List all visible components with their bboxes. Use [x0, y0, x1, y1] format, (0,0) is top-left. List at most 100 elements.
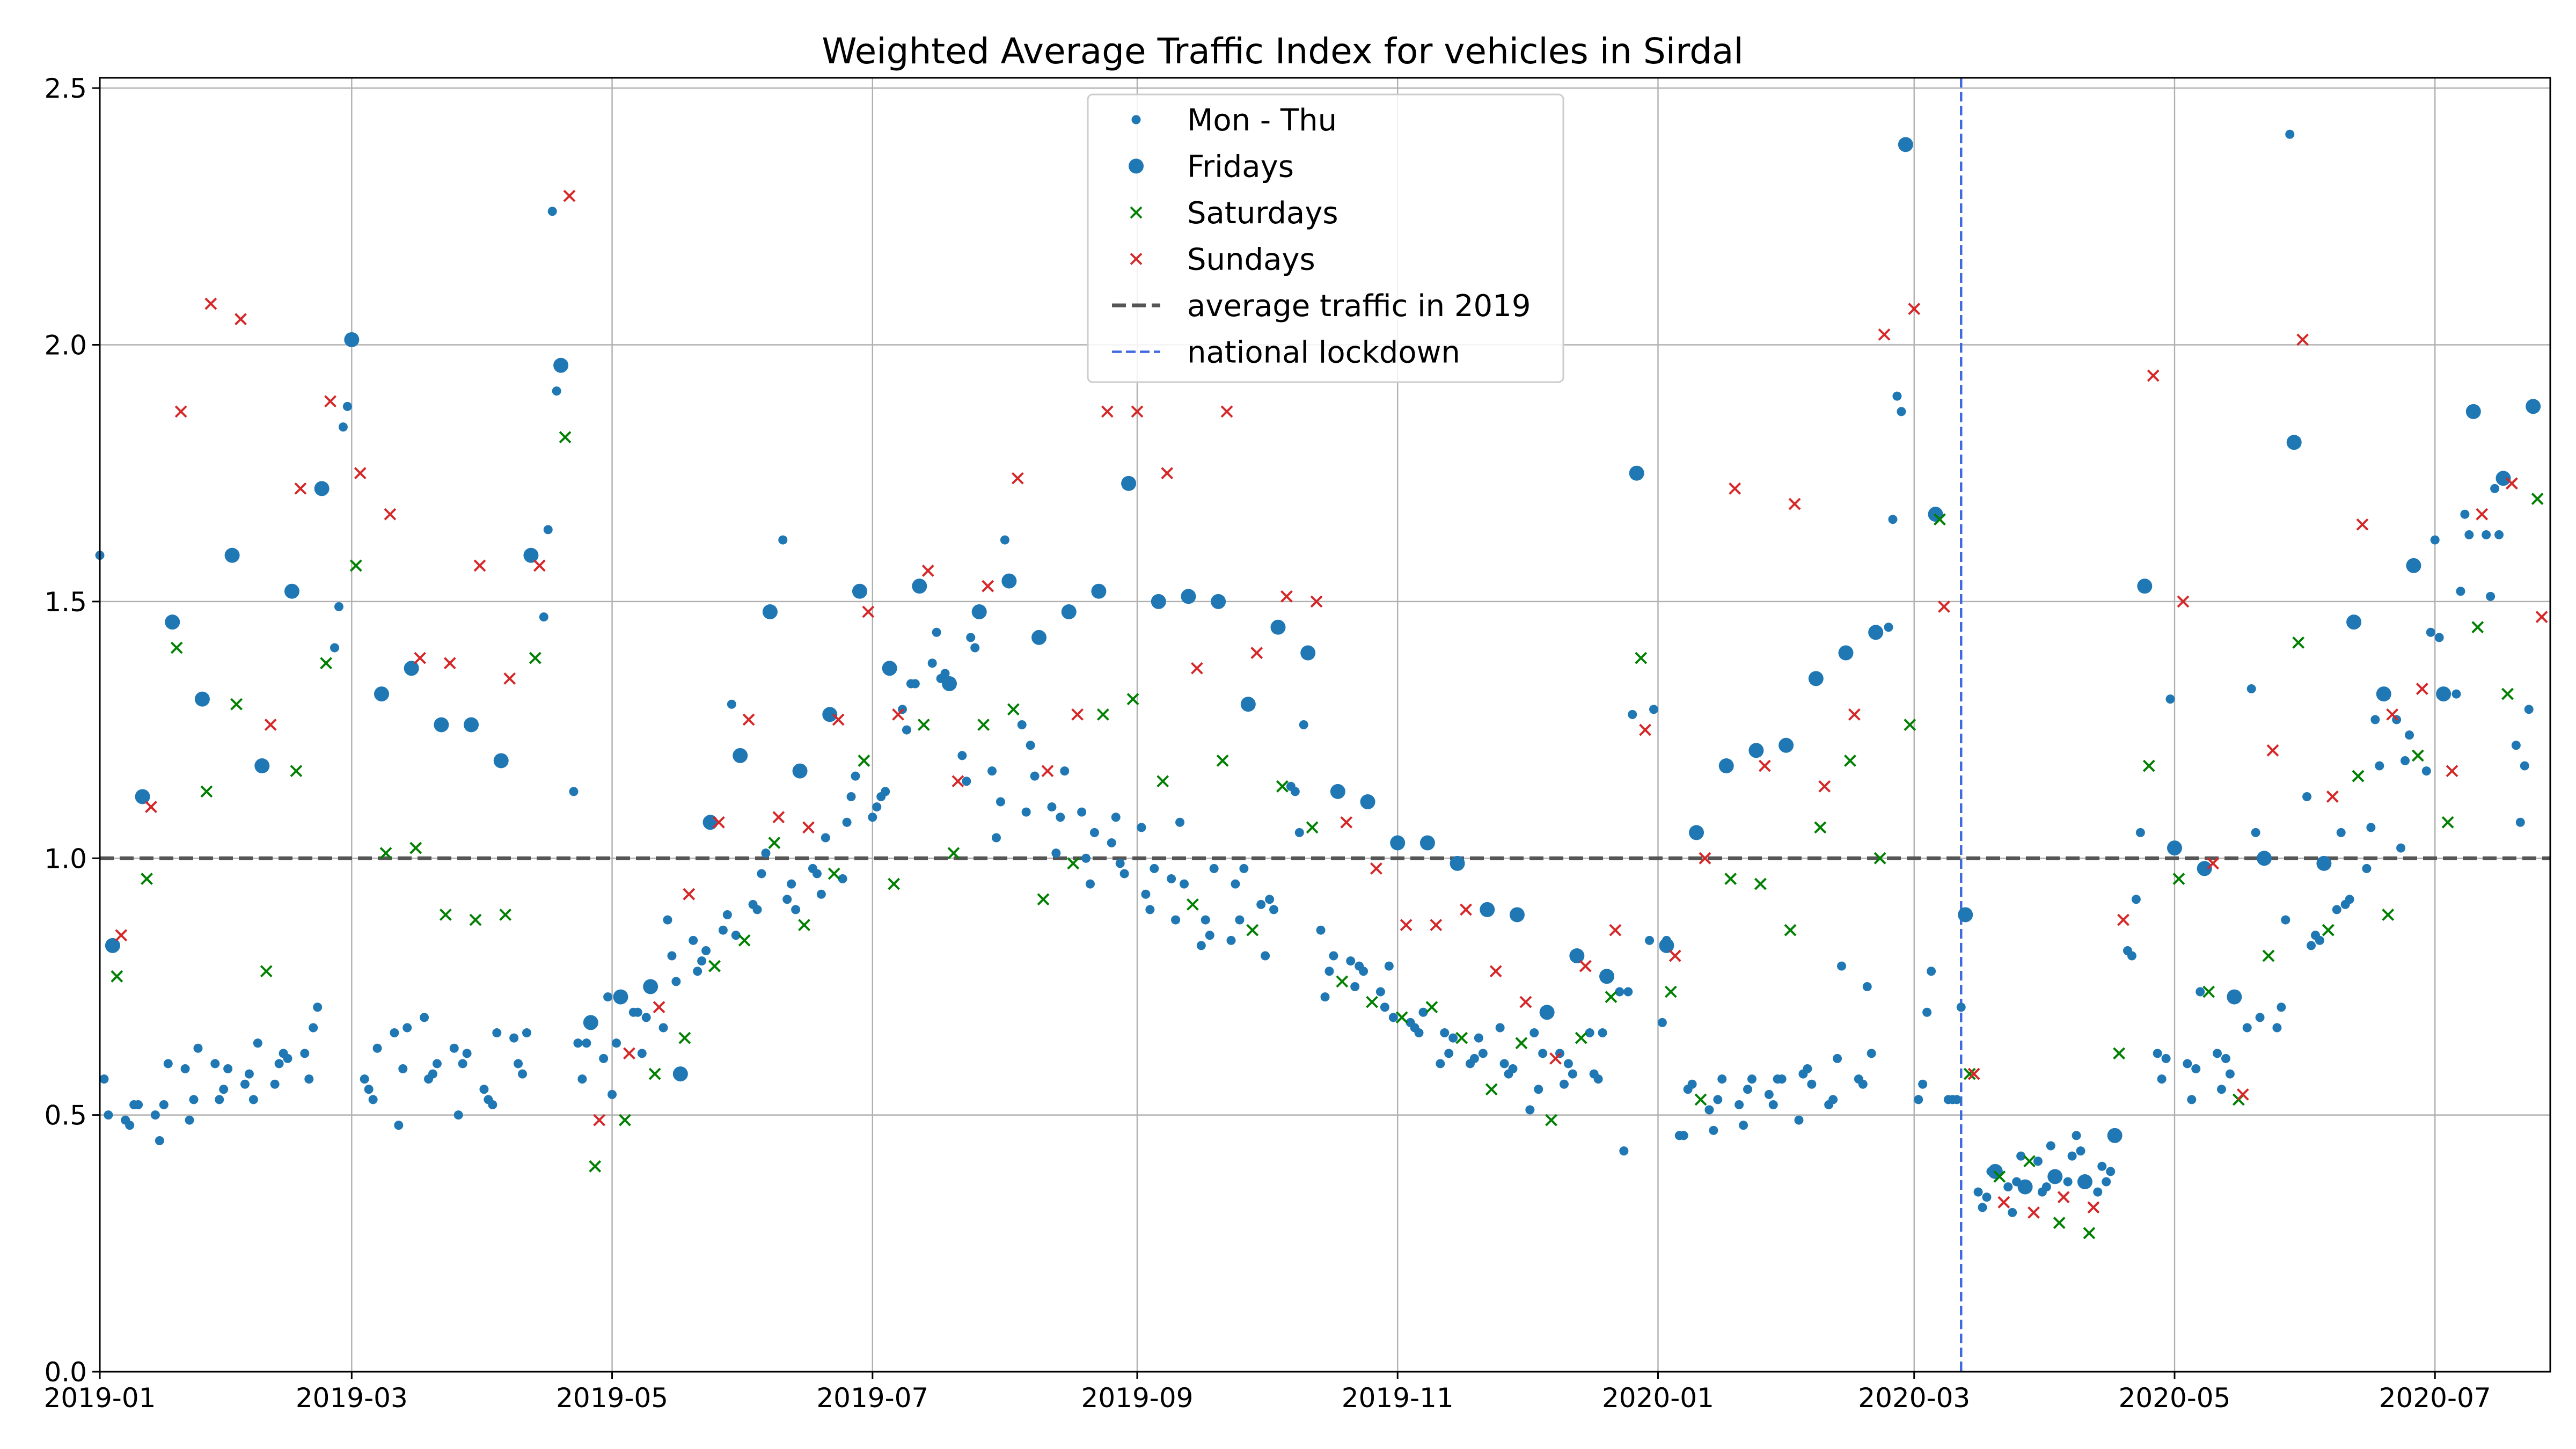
data-point — [155, 1136, 164, 1145]
data-point — [1280, 590, 1293, 603]
data-point — [822, 707, 838, 722]
data-point — [1330, 784, 1345, 799]
data-point — [842, 817, 852, 827]
data-point — [2401, 756, 2410, 765]
data-point — [713, 816, 725, 829]
data-point — [678, 1031, 691, 1044]
data-point — [932, 627, 941, 637]
data-point — [1276, 780, 1289, 793]
data-point — [1709, 1125, 1718, 1135]
data-point — [2242, 1023, 2252, 1033]
data-point — [1157, 775, 1169, 788]
data-point — [1687, 1079, 1697, 1089]
data-point — [1047, 802, 1057, 812]
data-point — [420, 1013, 429, 1022]
data-point — [2302, 792, 2312, 801]
data-point — [671, 977, 681, 986]
data-point — [1973, 1187, 1983, 1197]
data-point — [320, 657, 333, 670]
data-point — [509, 1033, 519, 1043]
data-point — [1788, 497, 1801, 510]
data-point — [921, 565, 934, 577]
data-point — [1754, 877, 1767, 890]
data-point — [1041, 765, 1054, 778]
x-tick-label: 2020-05 — [2119, 1382, 2231, 1414]
data-point — [453, 1110, 463, 1120]
data-point — [1525, 1105, 1535, 1115]
data-point — [394, 1121, 404, 1130]
data-point — [2336, 828, 2346, 837]
data-point — [1430, 919, 1443, 932]
data-point — [1743, 1085, 1753, 1094]
data-point — [338, 422, 348, 432]
data-point — [314, 481, 330, 496]
data-point — [1037, 893, 1050, 906]
data-point — [701, 946, 711, 955]
data-point — [667, 951, 677, 961]
data-point — [613, 989, 628, 1005]
data-point — [1256, 899, 1266, 909]
legend-entry: Mon - Thu — [1131, 103, 1337, 138]
data-point — [1495, 1023, 1505, 1033]
data-point — [1026, 741, 1035, 750]
y-tick-label: 0.5 — [44, 1100, 87, 1131]
data-point — [653, 1001, 665, 1014]
data-point — [1694, 1093, 1707, 1106]
data-point — [1440, 1028, 1450, 1038]
series-sundays — [115, 189, 2548, 1219]
data-point — [2370, 715, 2380, 724]
data-point — [1777, 1074, 1787, 1084]
data-point — [274, 1059, 284, 1069]
data-point — [1151, 594, 1166, 609]
data-point — [189, 1095, 199, 1104]
data-point — [563, 189, 576, 202]
data-point — [2213, 1049, 2222, 1058]
data-point — [2246, 684, 2256, 694]
data-point — [2216, 1085, 2226, 1094]
data-point — [872, 802, 882, 812]
data-point — [757, 869, 766, 879]
data-point — [2076, 1146, 2085, 1156]
data-point — [1768, 1100, 1778, 1109]
data-point — [253, 1038, 262, 1048]
data-point — [2028, 1206, 2040, 1219]
data-point — [2191, 1064, 2201, 1074]
data-point — [2382, 909, 2395, 921]
data-point — [2087, 1201, 2100, 1214]
data-point — [1096, 708, 1109, 721]
data-point — [384, 508, 397, 521]
data-point — [1963, 1067, 1976, 1080]
data-point — [966, 633, 976, 642]
data-point — [304, 1074, 314, 1084]
data-point — [1993, 1170, 2006, 1183]
data-point — [2153, 1049, 2162, 1058]
data-point — [1599, 969, 1615, 984]
data-point — [1324, 967, 1334, 976]
data-point — [2501, 687, 2514, 700]
data-point — [2376, 686, 2391, 702]
data-point — [2362, 863, 2372, 873]
data-point — [194, 691, 210, 707]
data-point — [802, 821, 815, 834]
data-point — [2315, 935, 2324, 945]
data-point — [134, 1100, 143, 1109]
data-point — [1181, 589, 1196, 604]
data-point — [970, 643, 980, 653]
data-point — [1898, 137, 1913, 152]
data-point — [432, 1059, 442, 1069]
data-point — [778, 535, 788, 545]
data-point — [2416, 683, 2428, 695]
data-point — [1717, 1074, 1727, 1084]
data-point — [2352, 770, 2365, 782]
data-point — [1131, 405, 1144, 418]
data-point — [141, 873, 153, 885]
data-point — [1235, 915, 1245, 925]
data-point — [2307, 941, 2316, 950]
data-point — [324, 395, 336, 408]
data-point — [1239, 863, 1249, 873]
data-point — [2464, 530, 2474, 540]
data-point — [1668, 949, 1681, 962]
data-point — [1419, 835, 1435, 851]
data-point — [1030, 771, 1040, 781]
data-point — [641, 1013, 651, 1022]
